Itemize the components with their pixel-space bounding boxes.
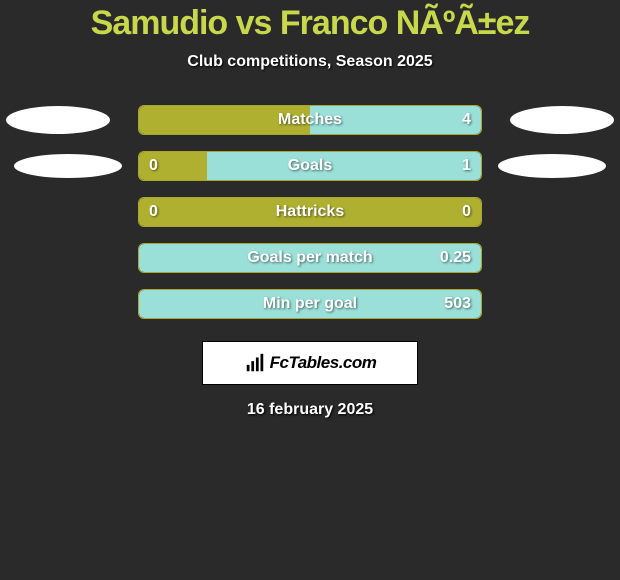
stat-label: Hattricks: [139, 203, 481, 221]
infographic-container: Samudio vs Franco NÃºÃ±ez Club competiti…: [0, 0, 620, 419]
stat-value-right: 0.25: [440, 249, 471, 267]
stat-value-right: 4: [462, 111, 471, 129]
stat-row: Min per goal 503: [0, 289, 620, 319]
stat-label: Goals per match: [139, 249, 481, 267]
page-title: Samudio vs Franco NÃºÃ±ez: [91, 4, 530, 43]
stat-value-right: 503: [444, 295, 471, 313]
stat-bar: 0 Goals 1: [138, 151, 482, 181]
stat-row: Matches 4: [0, 105, 620, 135]
stat-value-right: 0: [462, 203, 471, 221]
stats-rows: Matches 4 0 Goals 1 0 Hattricks 0: [0, 105, 620, 319]
stat-bar: 0 Hattricks 0: [138, 197, 482, 227]
stat-row: Goals per match 0.25: [0, 243, 620, 273]
stat-label: Matches: [139, 111, 481, 129]
player-ellipse-left: [6, 106, 110, 134]
stat-value-right: 1: [462, 157, 471, 175]
stat-row: 0 Hattricks 0: [0, 197, 620, 227]
bar-chart-icon: [244, 352, 266, 374]
stat-bar: Goals per match 0.25: [138, 243, 482, 273]
stat-bar: Matches 4: [138, 105, 482, 135]
stat-row: 0 Goals 1: [0, 151, 620, 181]
date-text: 16 february 2025: [247, 401, 373, 419]
stat-label: Min per goal: [139, 295, 481, 313]
logo-text: FcTables.com: [270, 353, 377, 373]
subtitle: Club competitions, Season 2025: [187, 53, 432, 71]
stat-label: Goals: [139, 157, 481, 175]
player-ellipse-right: [510, 106, 614, 134]
player-ellipse-left: [14, 154, 122, 178]
player-ellipse-right: [498, 154, 606, 178]
stat-bar: Min per goal 503: [138, 289, 482, 319]
logo-box: FcTables.com: [202, 341, 418, 385]
